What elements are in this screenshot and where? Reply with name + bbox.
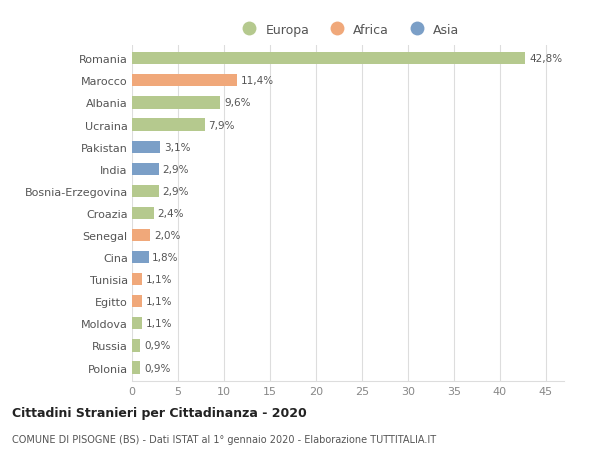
Text: 2,0%: 2,0% (154, 230, 181, 241)
Text: 11,4%: 11,4% (241, 76, 274, 86)
Text: 7,9%: 7,9% (208, 120, 235, 130)
Bar (132, 340, 140, 352)
Text: 1,1%: 1,1% (146, 319, 172, 329)
Bar (132, 318, 142, 330)
Text: 2,9%: 2,9% (163, 186, 189, 196)
Text: 2,9%: 2,9% (163, 164, 189, 174)
Bar (132, 163, 158, 175)
Text: COMUNE DI PISOGNE (BS) - Dati ISTAT al 1° gennaio 2020 - Elaborazione TUTTITALIA: COMUNE DI PISOGNE (BS) - Dati ISTAT al 1… (12, 434, 436, 444)
Legend: Europa, Africa, Asia: Europa, Africa, Asia (232, 19, 464, 42)
Text: 9,6%: 9,6% (224, 98, 250, 108)
Text: 1,8%: 1,8% (152, 252, 179, 263)
Bar (132, 53, 526, 65)
Text: 3,1%: 3,1% (164, 142, 191, 152)
Bar (132, 185, 158, 197)
Text: 1,1%: 1,1% (146, 274, 172, 285)
Text: 1,1%: 1,1% (146, 297, 172, 307)
Text: 2,4%: 2,4% (158, 208, 184, 218)
Bar (132, 75, 237, 87)
Bar (132, 274, 142, 285)
Text: 0,9%: 0,9% (144, 363, 170, 373)
Bar (132, 119, 205, 131)
Bar (132, 207, 154, 219)
Bar (132, 252, 149, 263)
Bar (132, 296, 142, 308)
Bar (132, 141, 160, 153)
Bar (132, 362, 140, 374)
Text: Cittadini Stranieri per Cittadinanza - 2020: Cittadini Stranieri per Cittadinanza - 2… (12, 406, 307, 419)
Bar (132, 97, 220, 109)
Bar (132, 230, 151, 241)
Text: 0,9%: 0,9% (144, 341, 170, 351)
Text: 42,8%: 42,8% (529, 54, 562, 64)
